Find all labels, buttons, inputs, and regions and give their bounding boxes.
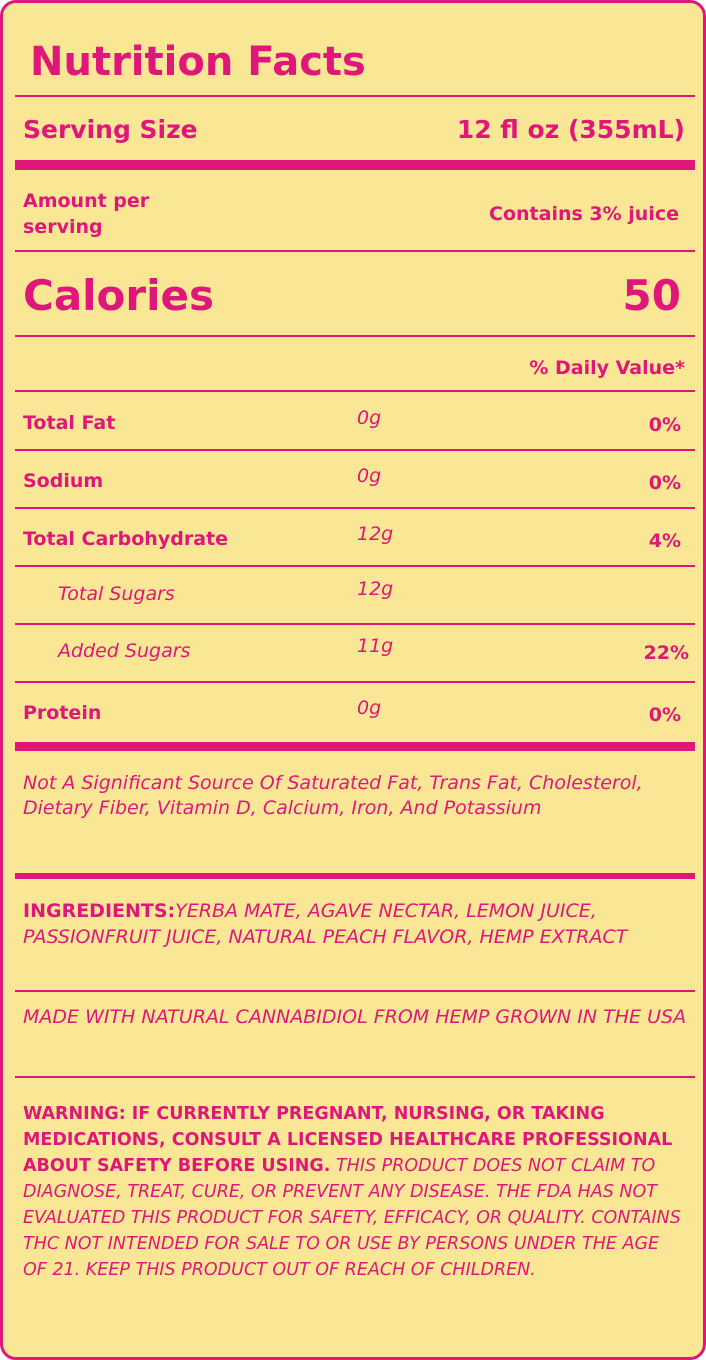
nutrient-daily-value: 0% [648, 704, 681, 726]
nutrient-daily-value: 22% [643, 642, 689, 664]
nutrient-daily-value: 0% [648, 414, 681, 436]
origin-note: MADE WITH NATURAL CANNABIDIOL FROM HEMP … [23, 1006, 687, 1028]
juice-content: Contains 3% juice [489, 203, 679, 225]
rule [15, 250, 695, 252]
rule [15, 449, 695, 451]
serving-value: 12 fl oz (355mL) [456, 115, 685, 144]
warning: WARNING: IF CURRENTLY PREGNANT, NURSING,… [23, 1101, 688, 1283]
daily-value-header: % Daily Value* [529, 357, 685, 379]
rule [15, 623, 695, 625]
warning-bold: WARNING: IF CURRENTLY PREGNANT, NURSING,… [23, 1104, 673, 1176]
rule [15, 390, 695, 392]
rule [15, 681, 695, 683]
nutrient-amount: 12g [357, 523, 394, 545]
footnote: Not A Significant Source Of Saturated Fa… [23, 772, 643, 819]
calories-value: 50 [622, 271, 681, 320]
rule [15, 95, 695, 97]
thick-rule [15, 742, 695, 751]
ingredients-label: INGREDIENTS: [23, 900, 176, 922]
nutrient-name: Total Carbohydrate [23, 528, 228, 550]
rule [15, 1076, 695, 1078]
nutrient-daily-value: 4% [648, 530, 681, 552]
nutrient-name: Protein [23, 702, 102, 724]
nutrient-subname: Total Sugars [58, 583, 175, 605]
nutrient-amount: 12g [357, 578, 394, 600]
title: Nutrition Facts [30, 39, 366, 85]
thick-rule [15, 873, 695, 879]
serving-label: Serving Size [23, 115, 198, 144]
rule [15, 565, 695, 567]
thick-rule [15, 160, 695, 170]
nutrient-amount: 11g [357, 635, 394, 657]
nutrient-amount: 0g [357, 465, 382, 487]
ingredients-text: YERBA MATE, AGAVE NECTAR, LEMON JUICE, P… [23, 900, 628, 948]
rule [15, 990, 695, 992]
nutrient-daily-value: 0% [648, 472, 681, 494]
rule [15, 335, 695, 337]
nutrient-name: Sodium [23, 470, 104, 492]
amount-per-serving: Amount per serving [23, 190, 150, 238]
nutrient-amount: 0g [357, 697, 382, 719]
nutrient-name: Total Fat [23, 412, 116, 434]
warning-text: THIS PRODUCT DOES NOT CLAIM TO DIAGNOSE,… [23, 1156, 681, 1280]
rule [15, 507, 695, 509]
ingredients: INGREDIENTS:YERBA MATE, AGAVE NECTAR, LE… [23, 898, 688, 950]
calories-label: Calories [23, 271, 215, 320]
nutrient-amount: 0g [357, 407, 382, 429]
nutrient-subname: Added Sugars [58, 640, 191, 662]
